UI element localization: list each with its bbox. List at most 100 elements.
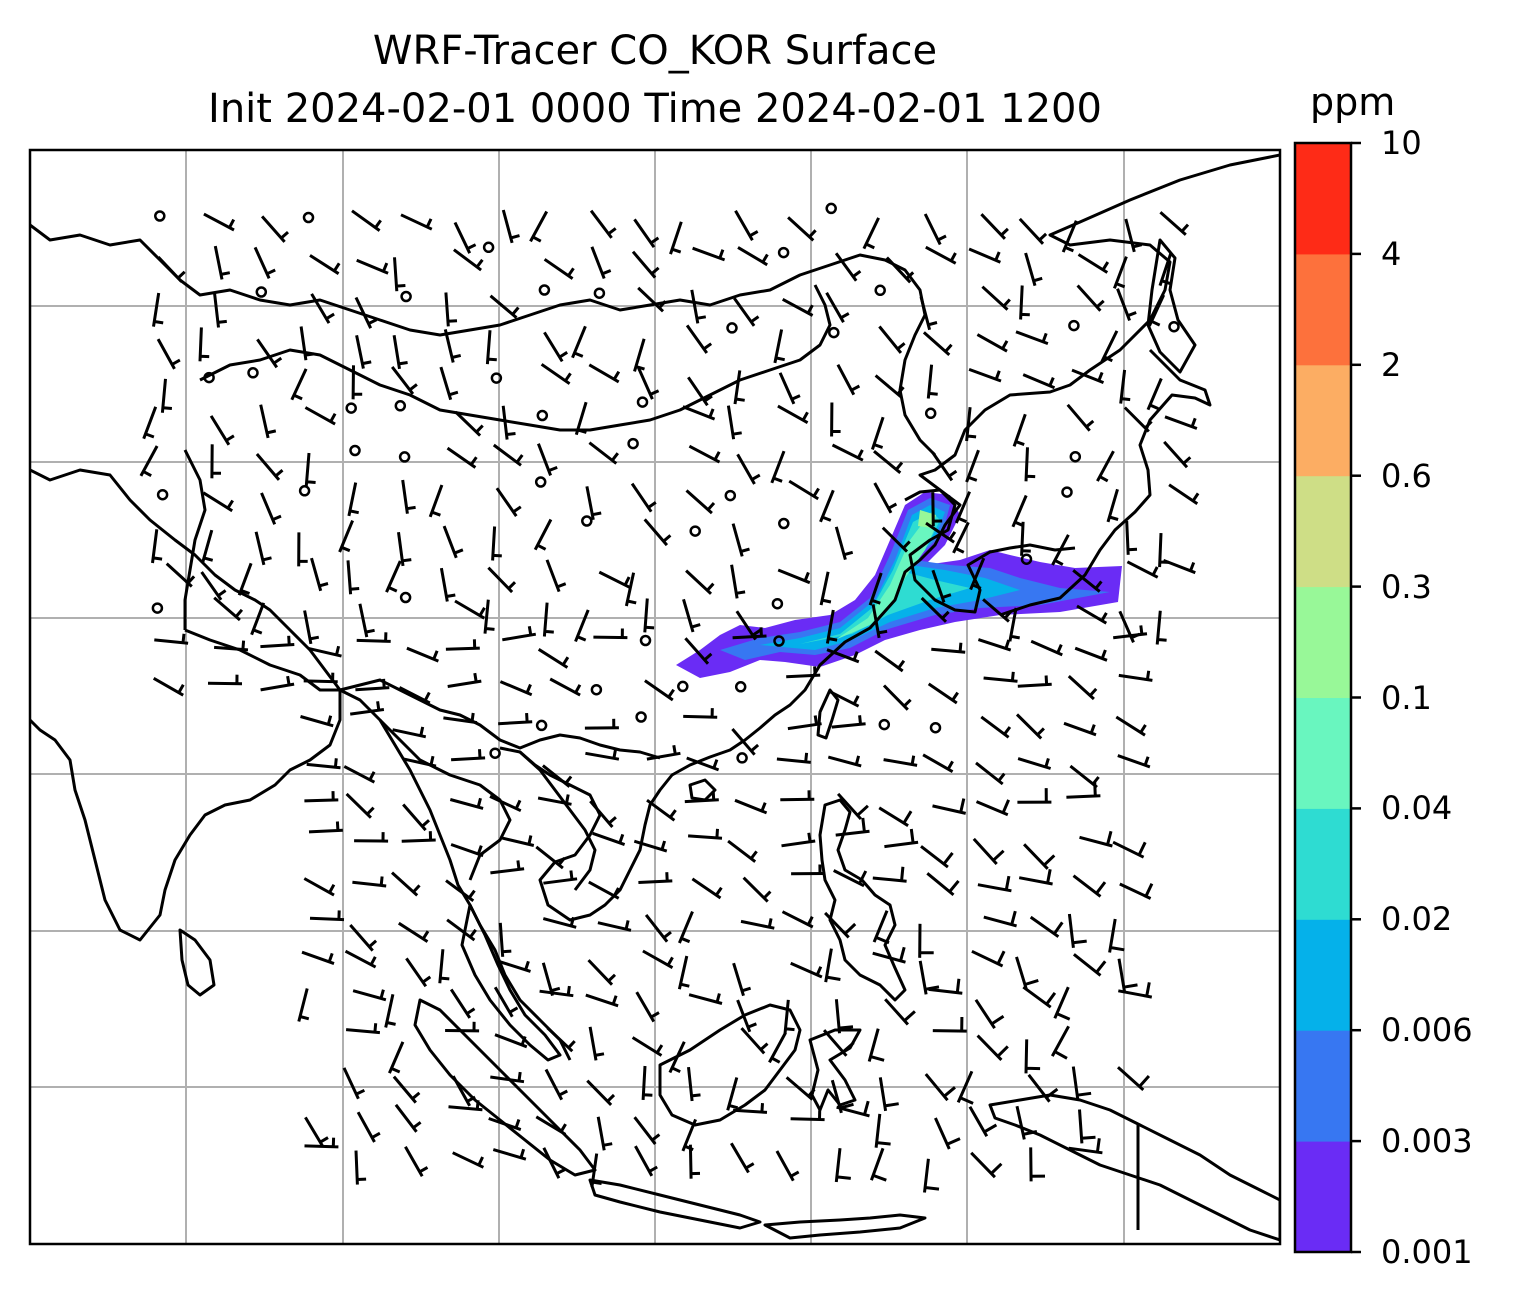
- coastline-java: [588, 1178, 762, 1230]
- border-mongolia: [199, 284, 832, 432]
- wind-calm-marker: [874, 284, 886, 297]
- wind-barb: [1116, 1066, 1151, 1092]
- wind-barb: [1015, 713, 1045, 740]
- wind-barb: [402, 803, 431, 832]
- coastline-indochina: [339, 688, 572, 1061]
- wind-barb: [449, 797, 484, 810]
- wind-barb: [142, 406, 158, 440]
- wind-barb: [637, 367, 660, 400]
- wind-barb: [308, 821, 343, 834]
- wind-barb: [445, 879, 476, 903]
- colorbar-segment: [1295, 697, 1351, 809]
- wind-barb: [499, 680, 533, 697]
- wind-barb: [256, 338, 283, 369]
- wind-barb: [776, 752, 811, 764]
- wind-barb: [587, 959, 617, 986]
- wind-barb: [300, 715, 334, 728]
- colorbar-tick-label: 0.6: [1381, 456, 1432, 495]
- wind-barb: [1100, 330, 1119, 363]
- wind-barb: [1159, 211, 1190, 236]
- wind-barb: [438, 949, 450, 984]
- wind-barb: [931, 451, 958, 482]
- wind-calm-marker: [825, 202, 837, 215]
- wind-barb: [342, 1067, 366, 1100]
- wind-barb: [497, 959, 531, 973]
- wind-barb: [454, 599, 486, 620]
- wind-calm-marker: [929, 721, 942, 734]
- wind-barb: [152, 292, 164, 327]
- wind-barb: [775, 1150, 800, 1182]
- wind-barb: [449, 988, 476, 1019]
- wind-barb: [922, 331, 953, 357]
- wind-barb: [1117, 754, 1151, 769]
- wind-barb: [787, 216, 817, 242]
- wind-barb: [1079, 830, 1113, 848]
- wind-barb: [644, 679, 675, 702]
- wind-barb: [488, 1117, 522, 1132]
- wind-barb: [290, 368, 308, 401]
- wind-barb: [210, 444, 222, 479]
- wind-barb: [574, 609, 590, 643]
- wind-barb: [785, 1076, 816, 1101]
- wind-barb: [931, 569, 952, 603]
- wind-barb: [405, 957, 432, 988]
- wind-barb: [932, 798, 967, 815]
- wind-barb: [872, 946, 906, 964]
- colorbar-segment: [1295, 919, 1351, 1031]
- wind-calm-marker: [154, 210, 166, 222]
- wind-barb: [442, 525, 464, 559]
- wind-barb: [500, 835, 535, 847]
- wind-barb: [303, 877, 336, 897]
- wind-barb: [306, 758, 341, 770]
- wind-barb: [198, 327, 210, 362]
- wind-barb: [878, 325, 906, 354]
- wind-barb: [870, 416, 885, 450]
- wind-barb: [778, 372, 801, 405]
- coastline-japan: [999, 348, 1212, 617]
- wind-barb: [1017, 675, 1052, 688]
- wind-barb: [931, 492, 943, 527]
- wind-barb: [1158, 252, 1173, 287]
- wind-barb: [1072, 569, 1103, 593]
- wind-barb: [549, 677, 582, 697]
- wind-barb: [501, 209, 520, 244]
- wind-barb: [447, 672, 482, 688]
- wind-barb: [345, 1023, 381, 1035]
- wind-barb: [874, 374, 905, 399]
- coastline-bohai-korea: [904, 488, 1076, 614]
- wind-barb: [498, 922, 512, 957]
- wind-barb: [400, 213, 433, 231]
- colorbar-tick-label: 10: [1381, 124, 1422, 162]
- coastline-newguinea: [988, 1093, 1280, 1242]
- wind-barb: [1018, 869, 1053, 886]
- wind-barb: [501, 405, 516, 440]
- wind-barb: [1030, 639, 1063, 657]
- wind-barb: [926, 364, 938, 399]
- wind-barb: [977, 875, 1012, 893]
- wind-barb: [684, 790, 719, 804]
- wind-barb: [1119, 369, 1131, 404]
- wind-barb: [934, 1117, 961, 1150]
- wind-barb: [351, 365, 363, 400]
- wind-barb: [1072, 874, 1107, 898]
- wind-barb: [682, 405, 716, 421]
- wind-calm-marker: [399, 591, 412, 604]
- wind-barb: [1063, 721, 1097, 737]
- wind-barb: [874, 649, 906, 673]
- wind-barb: [834, 1148, 851, 1183]
- wind-barb: [677, 955, 690, 990]
- wind-barb: [735, 610, 762, 641]
- wind-barb: [202, 491, 234, 513]
- wind-barb: [310, 557, 329, 592]
- wind-barb: [884, 828, 919, 849]
- colorbar-tick-label: 4: [1381, 234, 1402, 273]
- colorbar-segment: [1295, 253, 1351, 366]
- wind-barb: [309, 910, 345, 922]
- wind-barb: [255, 453, 284, 481]
- wind-barb: [1076, 604, 1108, 625]
- wind-barb: [976, 1034, 1009, 1061]
- wind-calm-marker: [298, 485, 311, 497]
- wind-barb: [781, 910, 814, 929]
- colorbar-tick-label: 2: [1381, 345, 1402, 384]
- coastline-malay: [460, 903, 562, 1062]
